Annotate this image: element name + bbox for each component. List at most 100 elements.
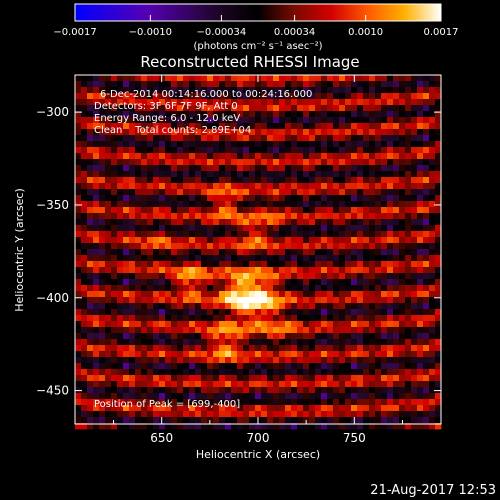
heatmap-cell bbox=[135, 213, 142, 220]
heatmap-cell bbox=[297, 87, 304, 94]
heatmap-cell bbox=[213, 279, 220, 286]
heatmap-cell bbox=[351, 219, 358, 226]
heatmap-cell bbox=[381, 87, 388, 94]
heatmap-cell bbox=[231, 363, 238, 370]
heatmap-cell bbox=[363, 93, 370, 100]
heatmap-cell bbox=[279, 249, 286, 256]
heatmap-cell bbox=[117, 255, 124, 262]
heatmap-cell bbox=[183, 201, 190, 208]
heatmap-cell bbox=[249, 231, 256, 238]
heatmap-cell bbox=[165, 309, 172, 316]
heatmap-cell bbox=[333, 177, 340, 184]
heatmap-cell bbox=[93, 225, 100, 232]
heatmap-cell bbox=[201, 285, 208, 292]
heatmap-cell bbox=[99, 177, 106, 184]
heatmap-cell bbox=[375, 363, 382, 370]
heatmap-cell bbox=[237, 399, 244, 406]
heatmap-cell bbox=[207, 219, 214, 226]
heatmap-cell bbox=[423, 285, 430, 292]
heatmap-cell bbox=[273, 237, 280, 244]
heatmap-cell bbox=[345, 87, 352, 94]
heatmap-cell bbox=[147, 225, 154, 232]
heatmap-cell bbox=[387, 81, 394, 88]
heatmap-cell bbox=[423, 171, 430, 178]
heatmap-cell bbox=[309, 327, 316, 334]
heatmap-cell bbox=[279, 291, 286, 298]
heatmap-cell bbox=[219, 123, 226, 130]
heatmap-cell bbox=[375, 273, 382, 280]
heatmap-cell bbox=[111, 165, 118, 172]
heatmap-cell bbox=[411, 375, 418, 382]
heatmap-cell bbox=[345, 183, 352, 190]
heatmap-cell bbox=[159, 261, 166, 268]
heatmap-cell bbox=[231, 333, 238, 340]
heatmap-cell bbox=[255, 129, 262, 136]
heatmap-cell bbox=[267, 381, 274, 388]
heatmap-cell bbox=[213, 111, 220, 118]
heatmap-cell bbox=[369, 357, 376, 364]
heatmap-cell bbox=[165, 243, 172, 250]
heatmap-cell bbox=[129, 405, 136, 412]
heatmap-cell bbox=[93, 231, 100, 238]
heatmap-cell bbox=[357, 111, 364, 118]
heatmap-cell bbox=[225, 363, 232, 370]
heatmap-cell bbox=[327, 207, 334, 214]
heatmap-cell bbox=[231, 249, 238, 256]
heatmap-cell bbox=[321, 171, 328, 178]
heatmap-cell bbox=[303, 285, 310, 292]
heatmap-cell bbox=[261, 327, 268, 334]
heatmap-cell bbox=[435, 87, 442, 94]
heatmap-cell bbox=[357, 303, 364, 310]
heatmap-cell bbox=[189, 351, 196, 358]
heatmap-cell bbox=[117, 351, 124, 358]
heatmap-cell bbox=[303, 123, 310, 130]
heatmap-cell bbox=[213, 123, 220, 130]
heatmap-cell bbox=[273, 399, 280, 406]
heatmap-cell bbox=[81, 123, 88, 130]
heatmap-cell bbox=[201, 297, 208, 304]
heatmap-cell bbox=[417, 93, 424, 100]
heatmap-cell bbox=[327, 111, 334, 118]
heatmap-cell bbox=[249, 363, 256, 370]
heatmap-cell bbox=[75, 267, 82, 274]
heatmap-cell bbox=[393, 369, 400, 376]
heatmap-cell bbox=[213, 219, 220, 226]
heatmap-cell bbox=[201, 171, 208, 178]
heatmap-cell bbox=[309, 135, 316, 142]
heatmap-cell bbox=[291, 279, 298, 286]
heatmap-cell bbox=[159, 393, 166, 400]
heatmap-cell bbox=[213, 153, 220, 160]
heatmap-cell bbox=[423, 345, 430, 352]
heatmap-cell bbox=[273, 213, 280, 220]
heatmap-cell bbox=[201, 339, 208, 346]
heatmap-cell bbox=[297, 177, 304, 184]
heatmap-cell bbox=[297, 231, 304, 238]
heatmap-cell bbox=[351, 201, 358, 208]
heatmap-cell bbox=[201, 279, 208, 286]
heatmap-cell bbox=[177, 303, 184, 310]
heatmap-cell bbox=[351, 171, 358, 178]
heatmap-cell bbox=[171, 405, 178, 412]
heatmap-cell bbox=[135, 363, 142, 370]
heatmap-cell bbox=[381, 231, 388, 238]
heatmap-cell bbox=[171, 261, 178, 268]
heatmap-cell bbox=[375, 129, 382, 136]
heatmap-cell bbox=[261, 297, 268, 304]
heatmap-cell bbox=[213, 105, 220, 112]
heatmap-cell bbox=[267, 171, 274, 178]
heatmap-cell bbox=[183, 261, 190, 268]
heatmap-cell bbox=[195, 165, 202, 172]
heatmap-cell bbox=[177, 219, 184, 226]
heatmap-cell bbox=[147, 369, 154, 376]
heatmap-cell bbox=[213, 417, 220, 424]
heatmap-cell bbox=[423, 303, 430, 310]
heatmap-cell bbox=[405, 381, 412, 388]
heatmap-cell bbox=[267, 237, 274, 244]
heatmap-cell bbox=[399, 411, 406, 418]
heatmap-cell bbox=[303, 399, 310, 406]
heatmap-cell bbox=[213, 243, 220, 250]
heatmap-cell bbox=[105, 369, 112, 376]
heatmap-cell bbox=[393, 105, 400, 112]
heatmap-cell bbox=[117, 153, 124, 160]
annotation-total-counts: Clean Total counts: 2.89E+04 bbox=[94, 125, 251, 136]
